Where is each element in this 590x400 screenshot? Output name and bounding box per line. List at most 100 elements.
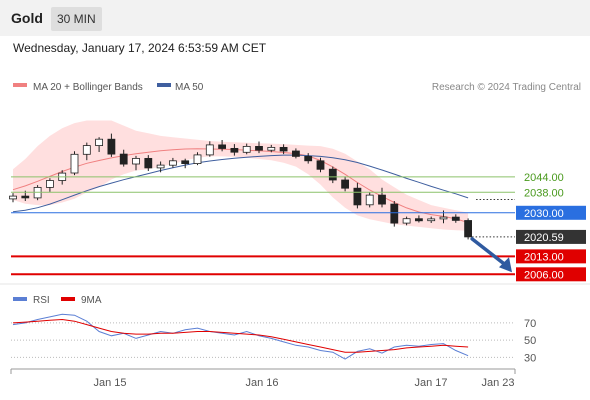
candle-body [181,160,190,165]
candle [242,143,251,155]
time-axis-label: Jan 15 [93,377,126,389]
research-credit: Research © 2024 Trading Central [432,82,581,93]
rsi-legend-swatch [13,297,27,301]
resistance-label: 2044.00 [524,172,564,184]
candle [144,155,153,171]
candle-body [451,216,460,221]
candle [95,137,103,152]
support-label: 2013.00 [524,251,564,263]
candle-body [427,218,436,222]
support-label: 2006.00 [524,269,564,281]
last-price-label: 2020.59 [524,232,564,244]
time-axis-label: Jan 16 [245,377,278,389]
candle-body [341,179,350,189]
candle-body [230,147,239,153]
support-tag [516,267,586,282]
candle-body [291,150,300,157]
header-bar: Gold 30 MIN [0,0,590,36]
candle-body [119,153,128,165]
candle [46,178,54,192]
candle-body [168,160,177,166]
rsi-ma-legend-label: 9MA [81,295,102,306]
rsi-tick-label: 30 [524,352,536,364]
candle-body [144,157,153,169]
candle [168,157,177,168]
candle [316,157,325,173]
candle [365,192,374,208]
candle-body [46,180,54,188]
datetime-label: Wednesday, January 17, 2024 6:53:59 AM C… [13,41,267,55]
candle [279,144,288,155]
candle-body [267,146,276,151]
rsi-ma-legend-swatch [61,297,75,301]
rsi-line [12,313,469,360]
price-plot [9,120,473,240]
candle [267,144,276,153]
candle-body [402,218,411,224]
ma20-legend-label: MA 20 + Bollinger Bands [33,82,143,93]
candle-body [328,168,337,181]
rsi-tick-label: 70 [524,318,536,330]
ma20-legend-swatch [13,83,27,87]
candle-body [82,145,91,155]
candle [119,149,128,167]
time-axis-labels: Jan 15 Jan 16 Jan 17 Jan 23 [93,377,514,389]
candle-body [9,195,17,200]
candle [341,176,350,192]
candle-body [107,138,116,155]
candle [255,141,263,154]
candle-body [193,154,202,164]
rsi-tick-label: 50 [524,335,536,347]
resistance-label: 2038.00 [524,187,564,199]
candle-body [390,203,399,224]
pivot-label: 2030.00 [524,208,564,220]
candle-body [304,155,313,162]
candle [181,158,190,169]
timeframe-tab[interactable]: 30 MIN [51,7,102,31]
candle [378,187,386,208]
candle [218,140,227,152]
candle [193,152,202,166]
time-axis-label: Jan 23 [481,377,514,389]
candle [402,216,411,226]
candle [390,201,399,227]
candle-body [242,145,251,153]
support-tag [516,249,586,264]
ma50-line [12,154,469,213]
ma50-legend-swatch [157,83,171,87]
candle-body [279,146,288,152]
candle-body [414,218,423,222]
candle-body [132,157,140,165]
candle [205,141,214,157]
candle [230,144,239,156]
forecast-arrow-shaft [470,237,508,268]
candle-body [70,153,79,174]
candle-body [439,216,448,220]
candle-body [218,144,227,149]
candle [304,153,313,164]
candle-body [156,164,165,169]
candle [107,133,116,157]
candle-body [316,160,325,170]
candle [132,155,140,171]
candle [451,214,460,223]
candle [414,215,423,223]
forecast-arrow-head [499,257,512,273]
ma20-line [12,148,469,223]
candle-body [464,220,473,238]
level-lines: 2044.00 2038.00 2030.00 2020.59 2013.00 2006.… [11,172,586,282]
last-price-tag [516,229,586,244]
candle [70,151,79,176]
candle [291,148,300,159]
candle-body [95,138,103,146]
candle-body [205,144,214,156]
rsi-plot: 30 50 70 [11,313,536,364]
candle [82,142,91,161]
candle-body [365,194,374,206]
time-axis-label: Jan 17 [414,377,447,389]
candle [464,218,473,240]
candle-body [21,195,30,199]
candle-body [378,194,386,205]
